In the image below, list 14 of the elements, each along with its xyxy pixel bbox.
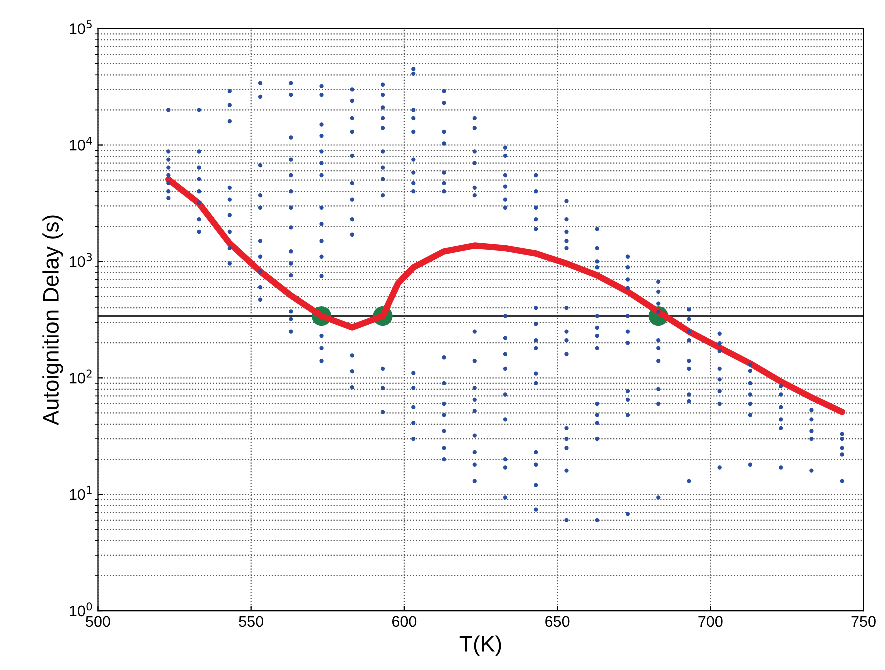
- y-axis-title: Autoignition Delay (s): [42, 216, 64, 426]
- y-tick-label: 10$^{4}$: [70, 137, 92, 151]
- y-tick-label: 10$^{1}$: [70, 486, 92, 500]
- x-tick-label: 650: [546, 616, 570, 628]
- x-tick-label: 500: [86, 616, 110, 628]
- y-tick-label: 10$^{3}$: [70, 253, 92, 268]
- x-tick-label: 550: [239, 616, 264, 628]
- x-tick-label: 600: [392, 616, 417, 628]
- x-tick-label: 700: [698, 616, 723, 628]
- y-tick-label: 10$^{2}$: [70, 370, 92, 384]
- x-tick-label: 750: [852, 616, 876, 628]
- y-tick-label: 10$^{5}$: [70, 20, 92, 34]
- x-axis-title: T(K): [460, 636, 502, 656]
- y-tick-label: 10$^{0}$: [70, 602, 92, 617]
